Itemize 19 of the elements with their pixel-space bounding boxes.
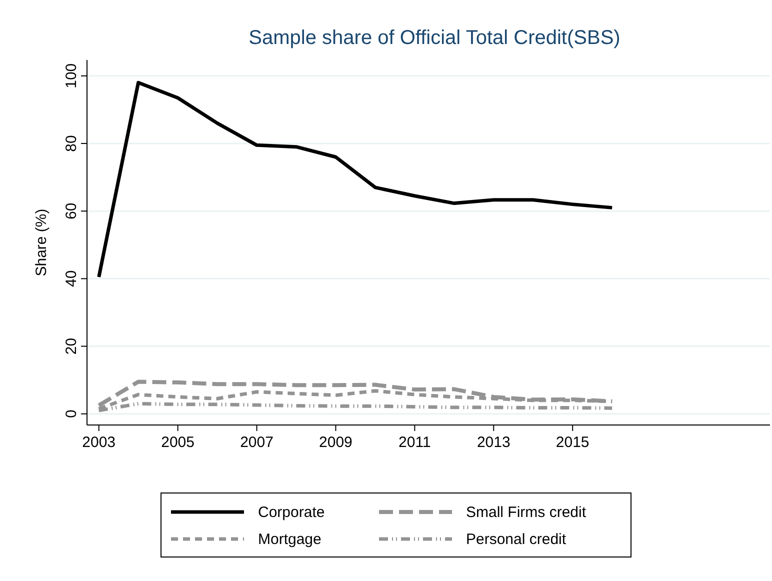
y-tick-label: 80 bbox=[63, 135, 80, 152]
x-tick-label: 2015 bbox=[556, 434, 590, 451]
x-tick-label: 2005 bbox=[161, 434, 194, 451]
legend-label: Mortgage bbox=[258, 531, 322, 548]
legend-label: Personal credit bbox=[466, 531, 567, 548]
x-tick-label: 2003 bbox=[82, 434, 116, 451]
x-tick-label: 2009 bbox=[319, 434, 352, 451]
y-axis-title: Share (%) bbox=[33, 208, 50, 276]
x-tick-label: 2007 bbox=[240, 434, 274, 451]
legend-label: Small Firms credit bbox=[466, 504, 587, 521]
y-tick-label: 40 bbox=[63, 270, 80, 288]
legend-label: Corporate bbox=[258, 504, 325, 521]
y-tick-label: 100 bbox=[63, 63, 80, 88]
y-tick-label: 60 bbox=[63, 202, 80, 220]
chart-title: Sample share of Official Total Credit(SBS) bbox=[248, 27, 620, 49]
y-tick-label: 0 bbox=[63, 410, 80, 418]
y-tick-label: 20 bbox=[63, 338, 80, 355]
x-tick-label: 2011 bbox=[398, 434, 431, 451]
x-tick-label: 2013 bbox=[476, 434, 510, 451]
